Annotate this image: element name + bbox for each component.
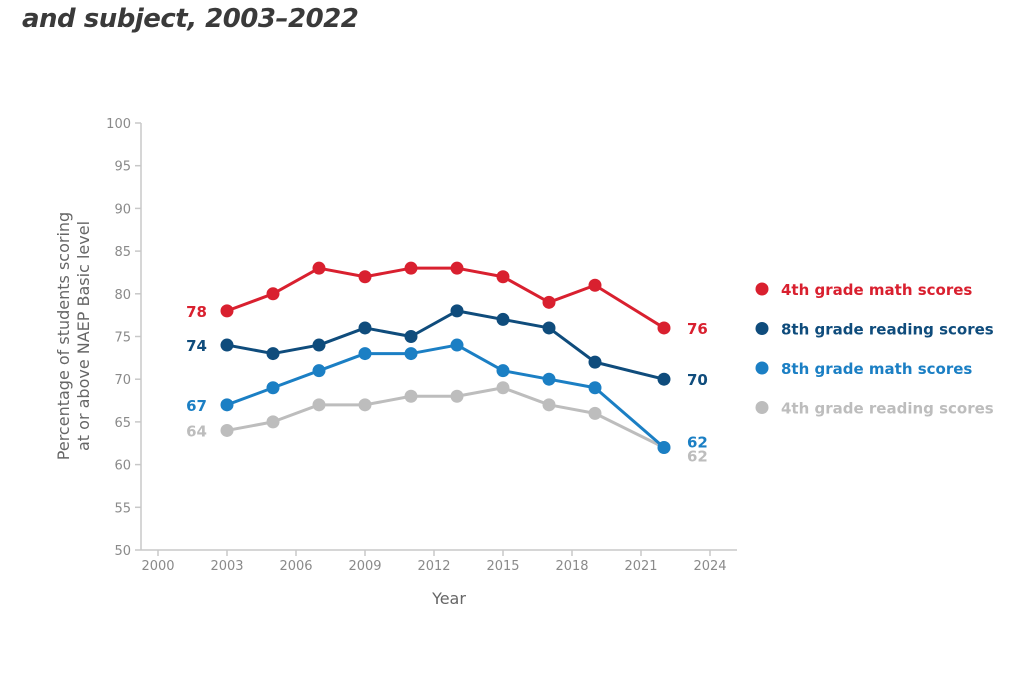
x-tick-label: 2012 xyxy=(417,559,450,574)
series-line xyxy=(226,266,665,330)
data-point xyxy=(450,338,464,352)
data-point xyxy=(358,347,372,361)
x-tick-label: 2015 xyxy=(486,559,519,574)
start-value-label: 67 xyxy=(186,397,207,415)
legend-marker xyxy=(755,361,769,375)
data-point xyxy=(266,415,280,429)
series-line xyxy=(226,309,665,381)
data-point xyxy=(358,270,372,284)
legend-label: 8th grade math scores xyxy=(781,360,972,378)
data-point xyxy=(404,347,418,361)
data-point xyxy=(312,261,326,275)
x-tick-label: 2021 xyxy=(624,559,657,574)
legend-label: 8th grade reading scores xyxy=(781,321,994,339)
data-point xyxy=(542,398,556,412)
data-point xyxy=(496,270,510,284)
data-point xyxy=(404,389,418,403)
data-point xyxy=(266,381,280,395)
start-value-label: 78 xyxy=(186,303,207,321)
y-tick-label: 75 xyxy=(114,331,131,346)
y-axis-title: Percentage of students scoringat or abov… xyxy=(54,212,93,460)
y-tick-label: 60 xyxy=(114,459,131,474)
data-point xyxy=(657,441,671,455)
chart-title: and subject, 2003–2022 xyxy=(22,4,359,34)
data-point xyxy=(588,406,602,420)
x-tick-label: 2006 xyxy=(279,559,312,574)
x-tick-label: 2003 xyxy=(210,559,243,574)
data-point xyxy=(358,321,372,335)
y-tick-label: 65 xyxy=(114,416,131,431)
legend-item: 4th grade reading scores xyxy=(755,400,994,418)
y-tick-label: 100 xyxy=(106,117,131,132)
data-point xyxy=(266,347,280,361)
data-point xyxy=(657,372,671,386)
data-point xyxy=(588,381,602,395)
end-value-label: 62 xyxy=(687,434,708,452)
data-point xyxy=(358,398,372,412)
data-point xyxy=(404,330,418,343)
data-point xyxy=(450,304,464,318)
y-tick-label: 70 xyxy=(114,373,131,388)
data-point xyxy=(220,338,234,352)
legend-item: 8th grade reading scores xyxy=(755,321,994,339)
series-1 xyxy=(220,304,671,386)
data-point xyxy=(496,312,510,326)
series-line xyxy=(226,343,665,449)
data-point xyxy=(404,261,418,275)
series-0 xyxy=(220,261,671,335)
y-tick-label: 55 xyxy=(114,501,131,516)
x-tick-label: 2000 xyxy=(141,559,174,574)
data-point xyxy=(266,287,280,301)
legend-marker xyxy=(755,322,769,335)
data-point xyxy=(542,372,556,386)
data-point xyxy=(542,295,556,309)
data-point xyxy=(450,389,464,403)
data-point xyxy=(312,338,326,352)
y-tick-label: 95 xyxy=(114,160,131,175)
data-point xyxy=(220,398,234,412)
legend-item: 4th grade math scores xyxy=(755,281,972,299)
legend-item: 8th grade math scores xyxy=(755,360,972,378)
end-value-label: 76 xyxy=(687,320,708,338)
y-tick-label: 90 xyxy=(114,202,131,217)
start-value-label: 74 xyxy=(186,337,207,355)
end-value-label: 70 xyxy=(687,371,708,389)
data-point xyxy=(657,321,671,335)
legend-marker xyxy=(755,401,769,414)
legend-label: 4th grade reading scores xyxy=(781,400,994,418)
x-tick-label: 2009 xyxy=(348,559,381,574)
legend: 4th grade math scores 8th grade reading s… xyxy=(755,281,994,418)
data-point xyxy=(312,398,326,412)
data-point xyxy=(496,364,510,378)
end-labels: 78 76 74 70 67 62 64 62 xyxy=(186,303,708,466)
y-tick-label: 85 xyxy=(114,245,131,260)
series-lines xyxy=(220,261,671,455)
legend-label: 4th grade math scores xyxy=(781,281,972,299)
axes: 50 55 60 65 70 75 80 85 90 95 100 2000 2003 2006 2009 2… xyxy=(54,117,737,608)
x-tick-label: 2018 xyxy=(555,559,588,574)
x-tick-label: 2024 xyxy=(693,559,726,574)
data-point xyxy=(496,381,510,395)
legend-marker xyxy=(755,282,769,296)
series-line xyxy=(226,386,665,449)
y-tick-label: 80 xyxy=(114,288,131,303)
x-axis-title: Year xyxy=(431,589,466,608)
data-point xyxy=(220,423,234,437)
series-2 xyxy=(220,338,671,455)
data-point xyxy=(588,355,602,369)
data-point xyxy=(450,261,464,275)
series-3 xyxy=(220,381,671,455)
data-point xyxy=(588,278,602,292)
start-value-label: 64 xyxy=(186,422,207,440)
data-point xyxy=(312,364,326,378)
data-point xyxy=(220,304,234,318)
end-value-label: 62 xyxy=(687,448,708,466)
data-point xyxy=(542,321,556,335)
y-tick-label: 50 xyxy=(114,544,131,559)
